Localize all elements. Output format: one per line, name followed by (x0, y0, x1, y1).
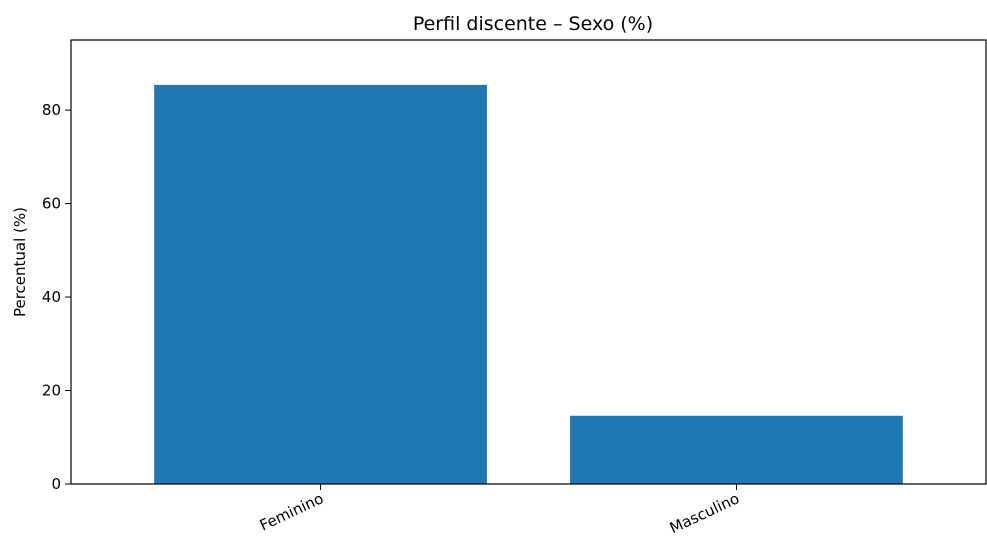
plot-frame (70, 39, 987, 485)
y-tick-label: 0 (51, 475, 61, 493)
x-tick-label-feminino: Feminino (257, 489, 326, 534)
y-tick-label: 60 (42, 195, 61, 213)
y-ticks-group: 0 20 40 60 80 (42, 101, 71, 493)
y-axis-label: Percentual (%) (11, 207, 29, 317)
y-tick-label: 20 (42, 382, 61, 400)
x-ticks-group: Feminino Masculino (257, 484, 742, 537)
chart-title: Perfil discente – Sexo (%) (413, 13, 653, 35)
bars-group (154, 84, 903, 484)
bar-masculino (570, 415, 903, 484)
y-tick-label: 40 (42, 288, 61, 306)
y-tick-label: 80 (42, 101, 61, 119)
bar-feminino (154, 84, 487, 484)
x-tick-label-masculino: Masculino (667, 489, 742, 537)
